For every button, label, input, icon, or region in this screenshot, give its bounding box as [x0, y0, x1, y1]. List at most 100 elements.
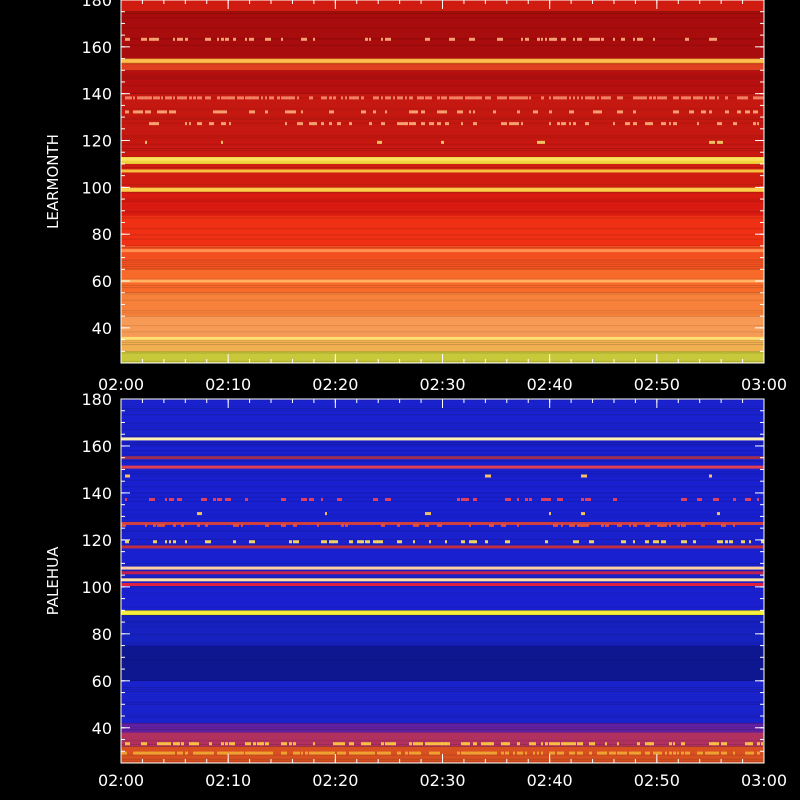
burst-speckle	[349, 122, 352, 126]
burst-speckle	[425, 512, 431, 516]
burst-speckle	[249, 540, 255, 544]
burst-speckle	[541, 140, 545, 144]
burst-speckle	[137, 110, 143, 114]
burst-speckle	[733, 497, 736, 501]
burst-speckle	[633, 96, 637, 100]
burst-speckle	[709, 751, 714, 755]
texture-line	[121, 325, 764, 327]
burst-speckle	[373, 751, 375, 755]
burst-speckle	[405, 122, 408, 126]
burst-speckle	[125, 37, 130, 41]
burst-speckle	[249, 110, 255, 114]
burst-speckle	[149, 96, 152, 100]
burst-speckle	[717, 742, 719, 746]
burst-speckle	[349, 540, 353, 544]
burst-speckle	[341, 751, 346, 755]
texture-line	[121, 686, 764, 688]
burst-speckle	[425, 37, 430, 41]
burst-speckle	[269, 96, 274, 100]
burst-speckle	[333, 751, 335, 755]
burst-speckle	[681, 540, 687, 544]
burst-speckle	[389, 751, 391, 755]
burst-speckle	[277, 96, 280, 100]
burst-speckle	[217, 110, 221, 114]
y-tick-label: 160	[81, 437, 112, 456]
burst-speckle	[733, 523, 735, 527]
y-tick-label: 140	[81, 85, 112, 104]
burst-speckle	[557, 751, 562, 755]
burst-speckle	[233, 37, 236, 41]
burst-speckle	[433, 751, 439, 755]
y-axis-title: LEARMONTH	[44, 134, 62, 229]
burst-speckle	[557, 497, 563, 501]
burst-speckle	[265, 742, 269, 746]
burst-speckle	[385, 110, 387, 114]
burst-speckle	[293, 742, 296, 746]
burst-speckle	[129, 96, 132, 100]
burst-speckle	[689, 96, 691, 100]
burst-speckle	[753, 96, 757, 100]
burst-speckle	[717, 540, 723, 544]
burst-speckle	[153, 523, 156, 527]
burst-speckle	[353, 751, 357, 755]
burst-speckle	[389, 742, 394, 746]
burst-speckle	[169, 110, 173, 114]
burst-speckle	[269, 751, 273, 755]
burst-speckle	[633, 540, 635, 544]
burst-speckle	[125, 742, 130, 746]
burst-speckle	[557, 96, 563, 100]
burst-speckle	[341, 742, 345, 746]
burst-speckle	[173, 110, 176, 114]
burst-speckle	[477, 751, 482, 755]
burst-speckle	[505, 122, 507, 126]
burst-speckle	[609, 96, 611, 100]
burst-speckle	[301, 122, 303, 126]
plot-area	[121, 399, 764, 763]
burst-speckle	[557, 122, 560, 126]
burst-speckle	[285, 122, 287, 126]
burst-speckle	[569, 751, 573, 755]
burst-speckle	[365, 540, 370, 544]
burst-speckle	[161, 742, 165, 746]
texture-line	[121, 143, 764, 145]
burst-speckle	[209, 122, 214, 126]
burst-speckle	[385, 37, 391, 41]
burst-speckle	[605, 96, 610, 100]
frequency-band	[121, 521, 764, 545]
burst-speckle	[561, 742, 566, 746]
emission-line	[121, 571, 764, 575]
burst-speckle	[301, 751, 303, 755]
burst-speckle	[721, 523, 726, 527]
texture-line	[121, 450, 764, 452]
burst-speckle	[381, 37, 383, 41]
texture-line	[121, 122, 764, 124]
burst-speckle	[253, 110, 255, 114]
burst-speckle	[497, 37, 502, 41]
burst-speckle	[553, 523, 558, 527]
burst-speckle	[373, 540, 378, 544]
burst-speckle	[261, 751, 265, 755]
x-tick-label: 02:10	[205, 375, 251, 394]
burst-speckle	[585, 122, 589, 126]
burst-speckle	[281, 751, 286, 755]
texture-line	[121, 116, 764, 118]
burst-speckle	[585, 497, 591, 501]
emission-line	[121, 611, 764, 615]
burst-speckle	[337, 497, 342, 501]
burst-speckle	[585, 96, 591, 100]
burst-speckle	[413, 742, 418, 746]
burst-speckle	[145, 751, 151, 755]
burst-speckle	[413, 122, 416, 126]
texture-line	[121, 473, 764, 475]
emission-line	[121, 188, 764, 192]
burst-speckle	[693, 540, 696, 544]
texture-line	[121, 701, 764, 703]
burst-speckle	[197, 751, 202, 755]
x-tick-label: 02:30	[419, 771, 465, 790]
burst-speckle	[509, 96, 513, 100]
burst-speckle	[369, 751, 373, 755]
burst-speckle	[397, 751, 401, 755]
burst-speckle	[525, 96, 528, 100]
burst-speckle	[297, 96, 299, 100]
burst-speckle	[133, 110, 137, 114]
